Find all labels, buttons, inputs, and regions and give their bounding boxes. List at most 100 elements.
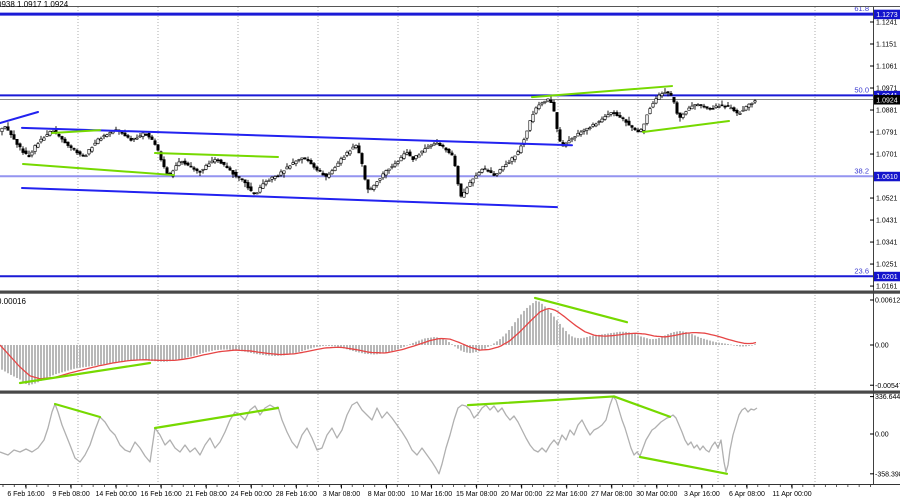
candle-body [738, 112, 742, 115]
candle-body [543, 100, 547, 103]
macd-bar [124, 345, 126, 362]
time-label: 6 Apr 08:00 [729, 491, 765, 498]
candle-body [624, 119, 628, 123]
macd-bar [544, 306, 546, 345]
macd-bar [277, 345, 279, 356]
trendline-green-support-apr[interactable] [642, 120, 730, 134]
macd-bar [166, 345, 168, 362]
trendline-steep-blue-line[interactable] [0, 110, 39, 124]
macd-bar [532, 303, 534, 345]
trendline-green-resistance-late-feb[interactable] [154, 152, 279, 158]
macd-bar [94, 345, 96, 366]
candle-body [36, 143, 40, 148]
macd-bar [205, 345, 207, 353]
oscillator-trendline-1[interactable] [153, 406, 280, 430]
macd-bar [718, 342, 720, 345]
macd-bar [610, 333, 612, 345]
macd-bar [715, 342, 717, 345]
macd-bar [199, 345, 201, 354]
candle-body [270, 176, 274, 180]
macd-bar [133, 345, 135, 361]
time-label: 10 Mar 16:00 [411, 491, 452, 498]
macd-bar [679, 331, 681, 345]
fib-level-label-38.2: 38.2 [854, 166, 869, 175]
macd-bar [49, 345, 51, 377]
panel-separator-0[interactable] [0, 290, 900, 294]
macd-bar [403, 345, 405, 347]
price-tick-label: 1.0881 [876, 108, 898, 115]
candle-body [180, 161, 184, 163]
time-label: 28 Feb 16:00 [276, 491, 317, 498]
panel-separator-1[interactable] [0, 390, 900, 394]
candle-body [291, 162, 295, 165]
candle-body [81, 154, 85, 157]
macd-bar [589, 336, 591, 345]
macd-bar [226, 345, 228, 350]
oscillator-trendline-4[interactable] [638, 455, 729, 475]
candle-body [276, 175, 280, 178]
macd-bar [337, 345, 339, 348]
candle-body [18, 143, 22, 148]
candle-body [534, 107, 538, 114]
candle-body [621, 117, 625, 120]
macd-bar [232, 345, 234, 350]
trendline-channel-upper[interactable] [21, 126, 573, 147]
candle-body [3, 126, 7, 129]
macd-bar [91, 345, 93, 367]
candle-body [528, 120, 532, 131]
candle-body [330, 170, 334, 175]
macd-bar [517, 318, 519, 345]
macd-bar [247, 345, 249, 353]
candle-body [465, 187, 469, 194]
candle-body [603, 116, 607, 120]
oscillator-trendline-3[interactable] [612, 395, 672, 418]
macd-bar [448, 342, 450, 345]
trendline-green-support-feb[interactable] [22, 163, 175, 177]
macd-bar [10, 345, 12, 375]
candle-body [84, 155, 88, 158]
candle-body [153, 140, 157, 145]
candle-body [63, 138, 67, 144]
macd-trendline-0[interactable] [18, 361, 152, 385]
candle-body [606, 114, 610, 118]
candle-body [645, 114, 649, 124]
macd-bar [274, 345, 276, 357]
candle-body [405, 152, 409, 155]
macd-bar [739, 345, 741, 347]
oscillator-trendline-2[interactable] [466, 395, 616, 407]
macd-bar [664, 335, 666, 345]
macd-bar [748, 345, 750, 346]
macd-value-label: 0.00016 [0, 297, 26, 306]
candle-body [108, 132, 112, 135]
macd-bar [325, 345, 327, 346]
macd-bar [187, 345, 189, 358]
candle-body [651, 103, 655, 108]
candle-body [531, 114, 535, 122]
macd-bar [193, 345, 195, 356]
macd-bar [574, 337, 576, 345]
candle-body [666, 91, 670, 94]
macd-bar [148, 345, 150, 361]
oscillator-trendline-0[interactable] [53, 402, 102, 419]
candle-body [384, 170, 388, 176]
candle-body [702, 105, 706, 108]
macd-bar [514, 322, 516, 345]
macd-bar [271, 345, 273, 356]
macd-bar [178, 345, 180, 360]
candle-body [732, 107, 736, 112]
candle-body [342, 156, 346, 160]
trendline-green-resistance-apr[interactable] [531, 85, 673, 99]
macd-bar [745, 345, 747, 347]
candle-body [345, 152, 349, 156]
time-axis[interactable]: 6 Feb 16:00 9 Feb 08:00 14 Feb 00:00 16 Feb… [2, 485, 871, 498]
trendline-channel-lower[interactable] [21, 187, 558, 209]
candle-body [711, 108, 715, 110]
macd-trendline-1[interactable] [533, 296, 629, 324]
macd-bar [442, 338, 444, 345]
macd-bar [196, 345, 198, 355]
trendline-green-resistance-feb[interactable] [51, 129, 101, 135]
candle-body [381, 173, 385, 179]
macd-bar [352, 345, 354, 352]
candle-body [429, 144, 433, 147]
